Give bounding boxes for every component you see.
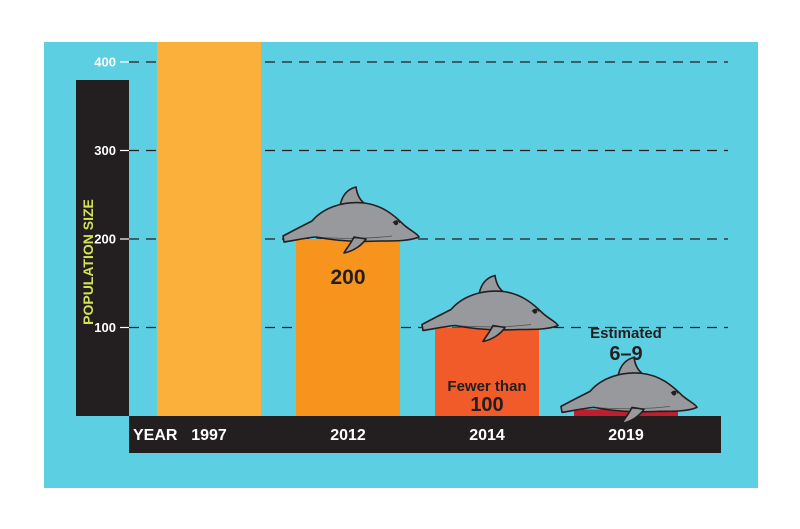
bar-2014: [435, 327, 539, 416]
y-tick-labels: 100200300400500600: [94, 55, 129, 335]
gridlines: [129, 61, 728, 329]
porpoise-illustrations: [282, 186, 698, 425]
porpoise-icon: [421, 274, 559, 343]
y-tick-label: 300: [94, 143, 116, 158]
value-label-2014: 100: [470, 394, 503, 416]
x-tick-label: 2019: [608, 427, 644, 444]
y-axis-band: [76, 80, 129, 416]
bars: [157, 42, 678, 416]
x-tick-label: 2012: [330, 427, 366, 444]
value-label-2014: Fewer than: [447, 378, 526, 395]
chart-panel: 100200300400500600 POPULATION SIZE YEAR …: [44, 42, 758, 488]
bar-2012: [296, 239, 400, 416]
bar-1997: [157, 42, 261, 416]
porpoise-icon: [560, 356, 698, 425]
y-tick-label: 400: [94, 55, 116, 70]
bar-2019: [574, 409, 678, 416]
x-tick-label: 2014: [469, 427, 505, 444]
porpoise-icon: [282, 186, 420, 254]
value-label-2012: 200: [330, 266, 365, 289]
value-label-2019: 6–9: [609, 343, 642, 365]
x-axis-title: YEAR: [133, 427, 178, 444]
x-tick-labels: 1997 2012 2014 2019: [191, 427, 644, 444]
population-bar-chart: 100200300400500600 POPULATION SIZE YEAR …: [44, 42, 758, 488]
y-axis-title: POPULATION SIZE: [80, 199, 96, 325]
y-tick-label: 200: [94, 232, 116, 247]
value-label-2019: Estimated: [590, 325, 662, 342]
y-tick-label: 100: [94, 320, 116, 335]
x-tick-label: 1997: [191, 427, 227, 444]
